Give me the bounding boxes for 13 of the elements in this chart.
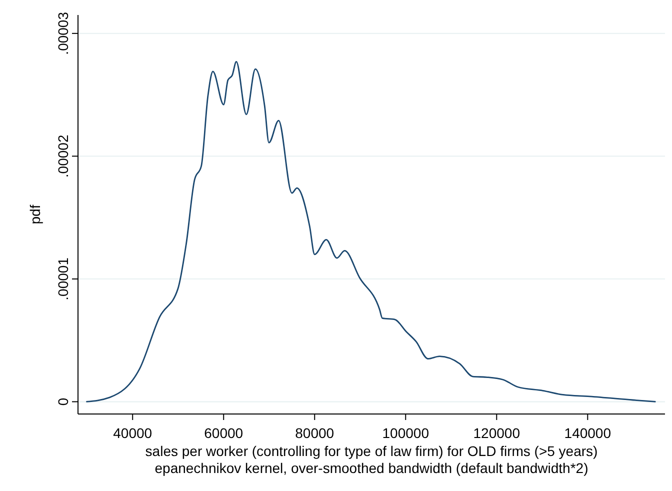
x-tick-label: 60000 [204,425,244,441]
y-tick-label: .00002 [55,134,71,178]
x-tick-label: 100000 [382,425,430,441]
y-tick-label: 0 [55,398,71,406]
x-axis-title: sales per worker (controlling for type of law firm) for OLD firms (>5 years) epanechnikov kernel, over-smoothed bandwidth (default bandwidth*2) [145,443,598,476]
x-tick-label: 80000 [295,425,334,441]
x-tick-label: 40000 [113,425,152,441]
line-series [85,60,656,402]
y-tick-label: .00001 [55,257,71,300]
x-tick-label: 140000 [564,425,612,441]
y-axis-title: pdf [27,204,43,224]
x-tick-label: 120000 [473,425,520,441]
y-tick-label: .00003 [55,12,71,55]
